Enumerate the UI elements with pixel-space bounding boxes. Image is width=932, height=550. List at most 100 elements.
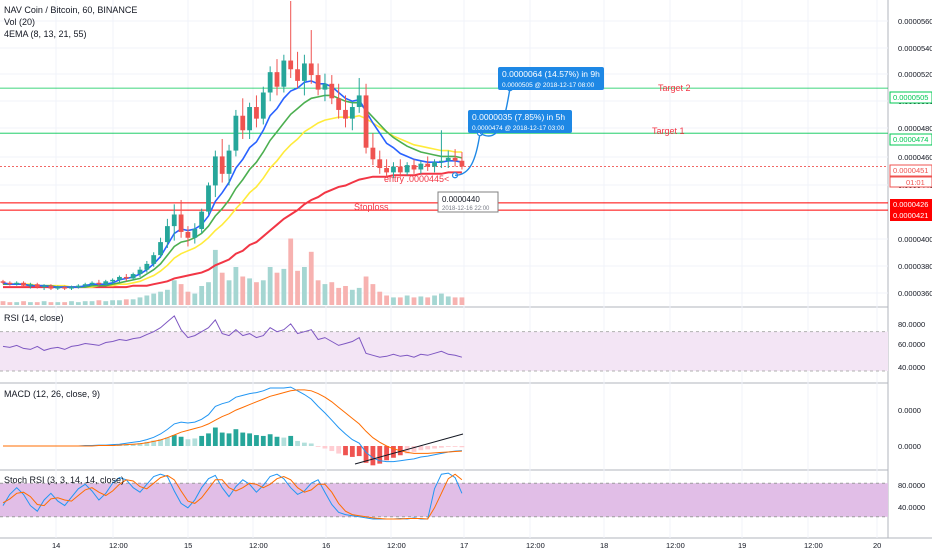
candle-body [384,168,389,173]
rsi-label[interactable]: RSI (14, close) [4,313,64,323]
signal-line [3,389,462,454]
callout-target1-sub: 0.0000474 @ 2018-12-17 03:00 [472,125,565,132]
candle-body [445,157,451,161]
time-axis[interactable]: 14 12:00 15 12:00 16 12:00 17 12:00 18 1… [52,541,881,550]
entry-label: entry .0000445< [384,174,449,184]
macd-histogram-bar [336,446,342,454]
stoch-tick: 40.0000 [898,503,925,512]
volume-bar [404,295,410,305]
candle-body [404,165,410,173]
candle-body [199,211,205,230]
macd-label[interactable]: MACD (12, 26, close, 9) [4,389,100,399]
macd-histogram-bar [425,446,431,450]
volume-bar [247,278,252,305]
price-tick: 0.0000560 [898,17,932,26]
candle-body [178,214,184,232]
candle-body [62,287,68,289]
target1-label: Target 1 [652,126,685,136]
candle-body [260,92,266,119]
rsi-tick: 40.0000 [898,363,925,372]
time-tick: 12:00 [387,541,406,550]
symbol-title[interactable]: NAV Coin / Bitcoin, 60, BINANCE [4,5,137,15]
volume-bar [110,300,115,305]
volume-bar [315,280,321,305]
last-price-label: 0.0000451 [893,166,928,175]
macd-histogram-bar [459,446,465,448]
callout-target1[interactable]: 0.0000035 (7.85%) in 5h 0.0000474 @ 2018… [468,110,572,133]
macd-histogram-bar [411,446,417,452]
macd-histogram-bar [391,446,396,458]
candle-body [117,276,122,280]
volume-bar [288,238,294,305]
candle-body [144,263,150,270]
candle-body [302,63,307,81]
volume-bar [445,296,451,305]
candle-body [69,287,74,289]
rsi-tick: 60.0000 [898,340,925,349]
price-tick: 0.0000540 [898,44,932,53]
candle-body [295,69,300,81]
volume-bar [96,300,102,305]
volume-bar [322,284,328,305]
candle-body [459,160,465,167]
chart-background [0,0,888,538]
macd-histogram-bar [254,435,259,446]
candle-body [247,107,252,131]
volume-bar [295,270,300,305]
candle-body [0,281,6,283]
candle-body [185,231,191,238]
rsi-line [2,315,463,358]
macd-histogram-bar [315,446,321,447]
candle-body [212,156,218,186]
volume-bar [0,301,6,305]
time-tick: 12:00 [666,541,685,550]
macd-histogram-bar [452,446,458,447]
price-tick: 0.0000360 [898,289,932,298]
candle-body [123,276,129,279]
volume-bar [349,289,355,305]
candle-body [254,107,259,119]
candle-body [397,166,403,173]
time-tick: 19 [738,541,746,550]
volume-bar [425,297,431,305]
volume-bar [82,301,88,305]
ema-indicator-label[interactable]: 4EMA (8, 13, 21, 55) [4,29,87,39]
candle-body [391,166,396,173]
candle-body [315,75,321,90]
candle-body [192,229,198,238]
macd-histogram-bar [178,436,184,446]
candle-body [28,284,33,286]
candle-body [206,185,211,212]
macd-histogram-bar [295,440,300,446]
candle-body [349,107,355,119]
volume-bar [41,301,47,305]
stoch-label[interactable]: Stoch RSI (3, 3, 14, 14, close) [4,475,124,485]
volume-bar [14,302,20,305]
macd-histogram-bar [370,446,376,466]
candle-body [14,282,20,285]
macd-histogram-bar [432,446,437,449]
volume-indicator-label[interactable]: Vol (20) [4,17,35,27]
volume-bar [356,287,362,305]
time-tick: 16 [322,541,330,550]
time-tick: 14 [52,541,60,550]
time-tick: 18 [600,541,608,550]
volume-bar [459,297,465,305]
volume-bar [89,301,95,305]
macd-histogram-bar [171,435,177,446]
volume-bar [171,280,177,305]
callout-target2[interactable]: 0.0000064 (14.57%) in 9h 0.0000505 @ 201… [498,67,604,90]
candle-body [151,255,157,264]
macd-histogram-bar [377,446,383,464]
candle-body [137,269,143,275]
candle-body [336,98,342,110]
stoch-pane [0,472,888,520]
volume-bar [384,295,389,305]
macd-histogram-bar [206,433,211,446]
macd-histogram-bar [281,437,287,446]
macd-histogram-bar [260,435,266,446]
volume-bar [55,302,61,305]
time-tick: 17 [460,541,468,550]
macd-histogram-bar [384,446,389,461]
